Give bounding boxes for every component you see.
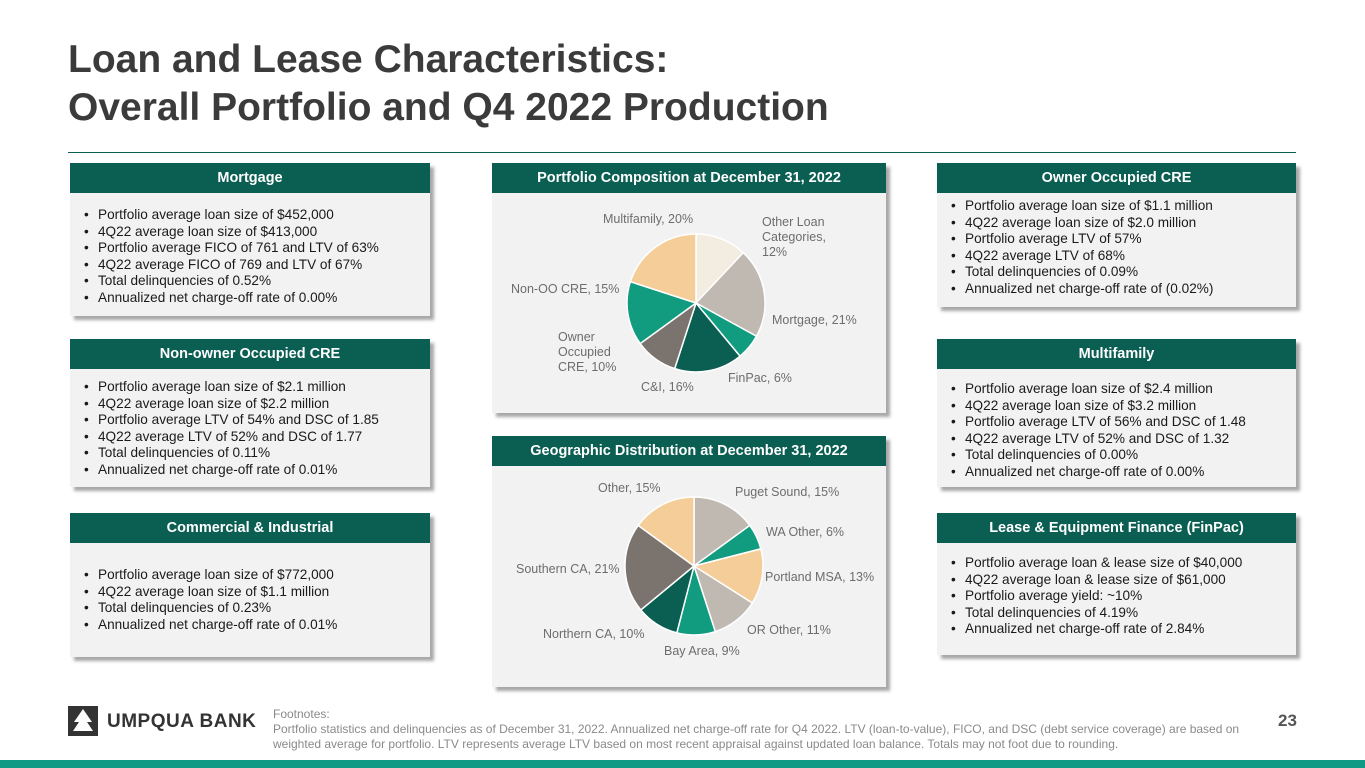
bullet-item: Annualized net charge-off rate of 0.01%: [84, 617, 430, 634]
logo-text: UMPQUA BANK: [107, 711, 257, 732]
bullet-item: 4Q22 average LTV of 68%: [951, 248, 1296, 265]
panel-header: Multifamily: [937, 339, 1296, 369]
bullet-item: 4Q22 average loan & lease size of $61,00…: [951, 572, 1296, 589]
panel: MortgagePortfolio average loan size of $…: [70, 163, 430, 316]
bullet-item: Total delinquencies of 0.09%: [951, 264, 1296, 281]
panel-header: Mortgage: [70, 163, 430, 193]
panel: Lease & Equipment Finance (FinPac) Portfo…: [937, 513, 1296, 655]
title-line: Overall Portfolio and Q4 2022 Production: [68, 86, 829, 129]
bullet-item: 4Q22 average loan size of $1.1 million: [84, 584, 430, 601]
bullet-item: 4Q22 average loan size of $413,000: [84, 224, 430, 241]
bullet-list: Portfolio average loan size of $2.4 mill…: [937, 369, 1296, 480]
slice-label: Portland MSA, 13%: [765, 570, 875, 584]
pie-slice: [629, 233, 697, 305]
bullet-item: Total delinquencies of 0.00%: [951, 447, 1296, 464]
title-line: Loan and Lease Characteristics:: [68, 38, 669, 81]
bullet-item: 4Q22 average LTV of 52% and DSC of 1.77: [84, 429, 430, 446]
bullet-item: Total delinquencies of 0.52%: [84, 273, 430, 290]
bullet-list: Portfolio average loan & lease size of $…: [937, 543, 1296, 638]
bullet-item: Annualized net charge-off rate of 0.01%: [84, 462, 430, 479]
bullet-item: Total delinquencies of 0.11%: [84, 445, 430, 462]
bullet-item: Portfolio average loan size of $2.4 mill…: [951, 381, 1296, 398]
bullet-list: Portfolio average loan size of $452,0004…: [70, 193, 430, 306]
slice-label: Bay Area, 9%: [664, 644, 740, 658]
bullet-item: 4Q22 average loan size of $2.2 million: [84, 396, 430, 413]
slice-label: Other, 15%: [598, 481, 661, 495]
footnote-title: Footnotes:: [273, 707, 330, 721]
bullet-item: Portfolio average loan size of $772,000: [84, 567, 430, 584]
panel: Commercial & IndustrialPortfolio average…: [70, 513, 430, 657]
footnote-text: Portfolio statistics and delinquencies a…: [273, 722, 1240, 751]
pie-slice: [693, 496, 751, 568]
slice-label: OR Other, 11%: [747, 623, 831, 637]
bullet-item: Portfolio average FICO of 761 and LTV of…: [84, 240, 430, 257]
bullet-item: Portfolio average loan size of $452,000: [84, 207, 430, 224]
slice-label: FinPac, 6%: [728, 371, 792, 385]
slice-label: Mortgage, 21%: [772, 313, 857, 327]
slice-label: Northern CA, 10%: [543, 627, 645, 641]
slice-label: Multifamily, 20%: [603, 212, 694, 226]
bullet-item: Portfolio average loan size of $1.1 mill…: [951, 198, 1296, 215]
bottom-bar: [0, 760, 1365, 768]
pie-slice: [624, 524, 696, 612]
slice-label: Non-OO CRE, 15%: [511, 282, 620, 296]
divider: [68, 152, 1296, 153]
bullet-item: Annualized net charge-off rate of 0.00%: [84, 290, 430, 307]
bullet-item: Portfolio average LTV of 57%: [951, 231, 1296, 248]
bullet-item: Total delinquencies of 4.19%: [951, 605, 1296, 622]
bullet-item: 4Q22 average loan size of $2.0 million: [951, 215, 1296, 232]
panel: Owner Occupied CRE Portfolio average loan…: [937, 163, 1296, 307]
panel-header: Owner Occupied CRE: [937, 163, 1296, 193]
slice-label: Other Loan Categories, 12%: [762, 215, 826, 259]
page-number: 23: [1278, 711, 1297, 730]
panel-header: Non-owner Occupied CRE: [70, 339, 430, 369]
bullet-item: Annualized net charge-off rate of 2.84%: [951, 621, 1296, 638]
bullet-item: Portfolio average loan & lease size of $…: [951, 555, 1296, 572]
bullet-item: 4Q22 average FICO of 769 and LTV of 67%: [84, 257, 430, 274]
bullet-item: Total delinquencies of 0.23%: [84, 600, 430, 617]
pie-slice: [692, 547, 764, 605]
slice-label: C&I, 16%: [641, 380, 694, 394]
bullet-item: Annualized net charge-off rate of 0.00%: [951, 464, 1296, 481]
logo-tree: [73, 709, 93, 731]
chart-title: Geographic Distribution at December 31, …: [492, 436, 886, 466]
chart-title: Portfolio Composition at December 31, 20…: [492, 163, 886, 193]
bullet-list: Portfolio average loan size of $2.1 mill…: [70, 369, 430, 478]
bullet-item: Portfolio average yield: ~10%: [951, 588, 1296, 605]
slice-label: WA Other, 6%: [766, 525, 845, 539]
bullet-item: Portfolio average LTV of 56% and DSC of …: [951, 414, 1296, 431]
bullet-list: Portfolio average loan size of $1.1 mill…: [937, 193, 1296, 297]
pie-slice: [626, 280, 698, 345]
panel-header: Commercial & Industrial: [70, 513, 430, 543]
bullet-item: Annualized net charge-off rate of (0.02%…: [951, 281, 1296, 298]
bullet-list: Portfolio average loan size of $772,0004…: [70, 543, 430, 633]
slice-label: Puget Sound, 15%: [735, 485, 840, 499]
panel: Multifamily Portfolio average loan size o…: [937, 339, 1296, 487]
slice-label: Owner Occupied CRE, 10%: [558, 330, 617, 374]
pie-slice: [637, 496, 695, 568]
bullet-item: Portfolio average loan size of $2.1 mill…: [84, 379, 430, 396]
pie-slice: [694, 251, 766, 338]
panel: Non-owner Occupied CRE Portfolio average …: [70, 339, 430, 487]
bullet-item: 4Q22 average LTV of 52% and DSC of 1.32: [951, 431, 1296, 448]
footnotes: Footnotes: Portfolio statistics and delin…: [273, 707, 1263, 752]
slice-label: Southern CA, 21%: [516, 562, 620, 576]
bullet-item: 4Q22 average loan size of $3.2 million: [951, 398, 1296, 415]
panel-header: Lease & Equipment Finance (FinPac): [937, 513, 1296, 543]
bullet-item: Portfolio average LTV of 54% and DSC of …: [84, 412, 430, 429]
